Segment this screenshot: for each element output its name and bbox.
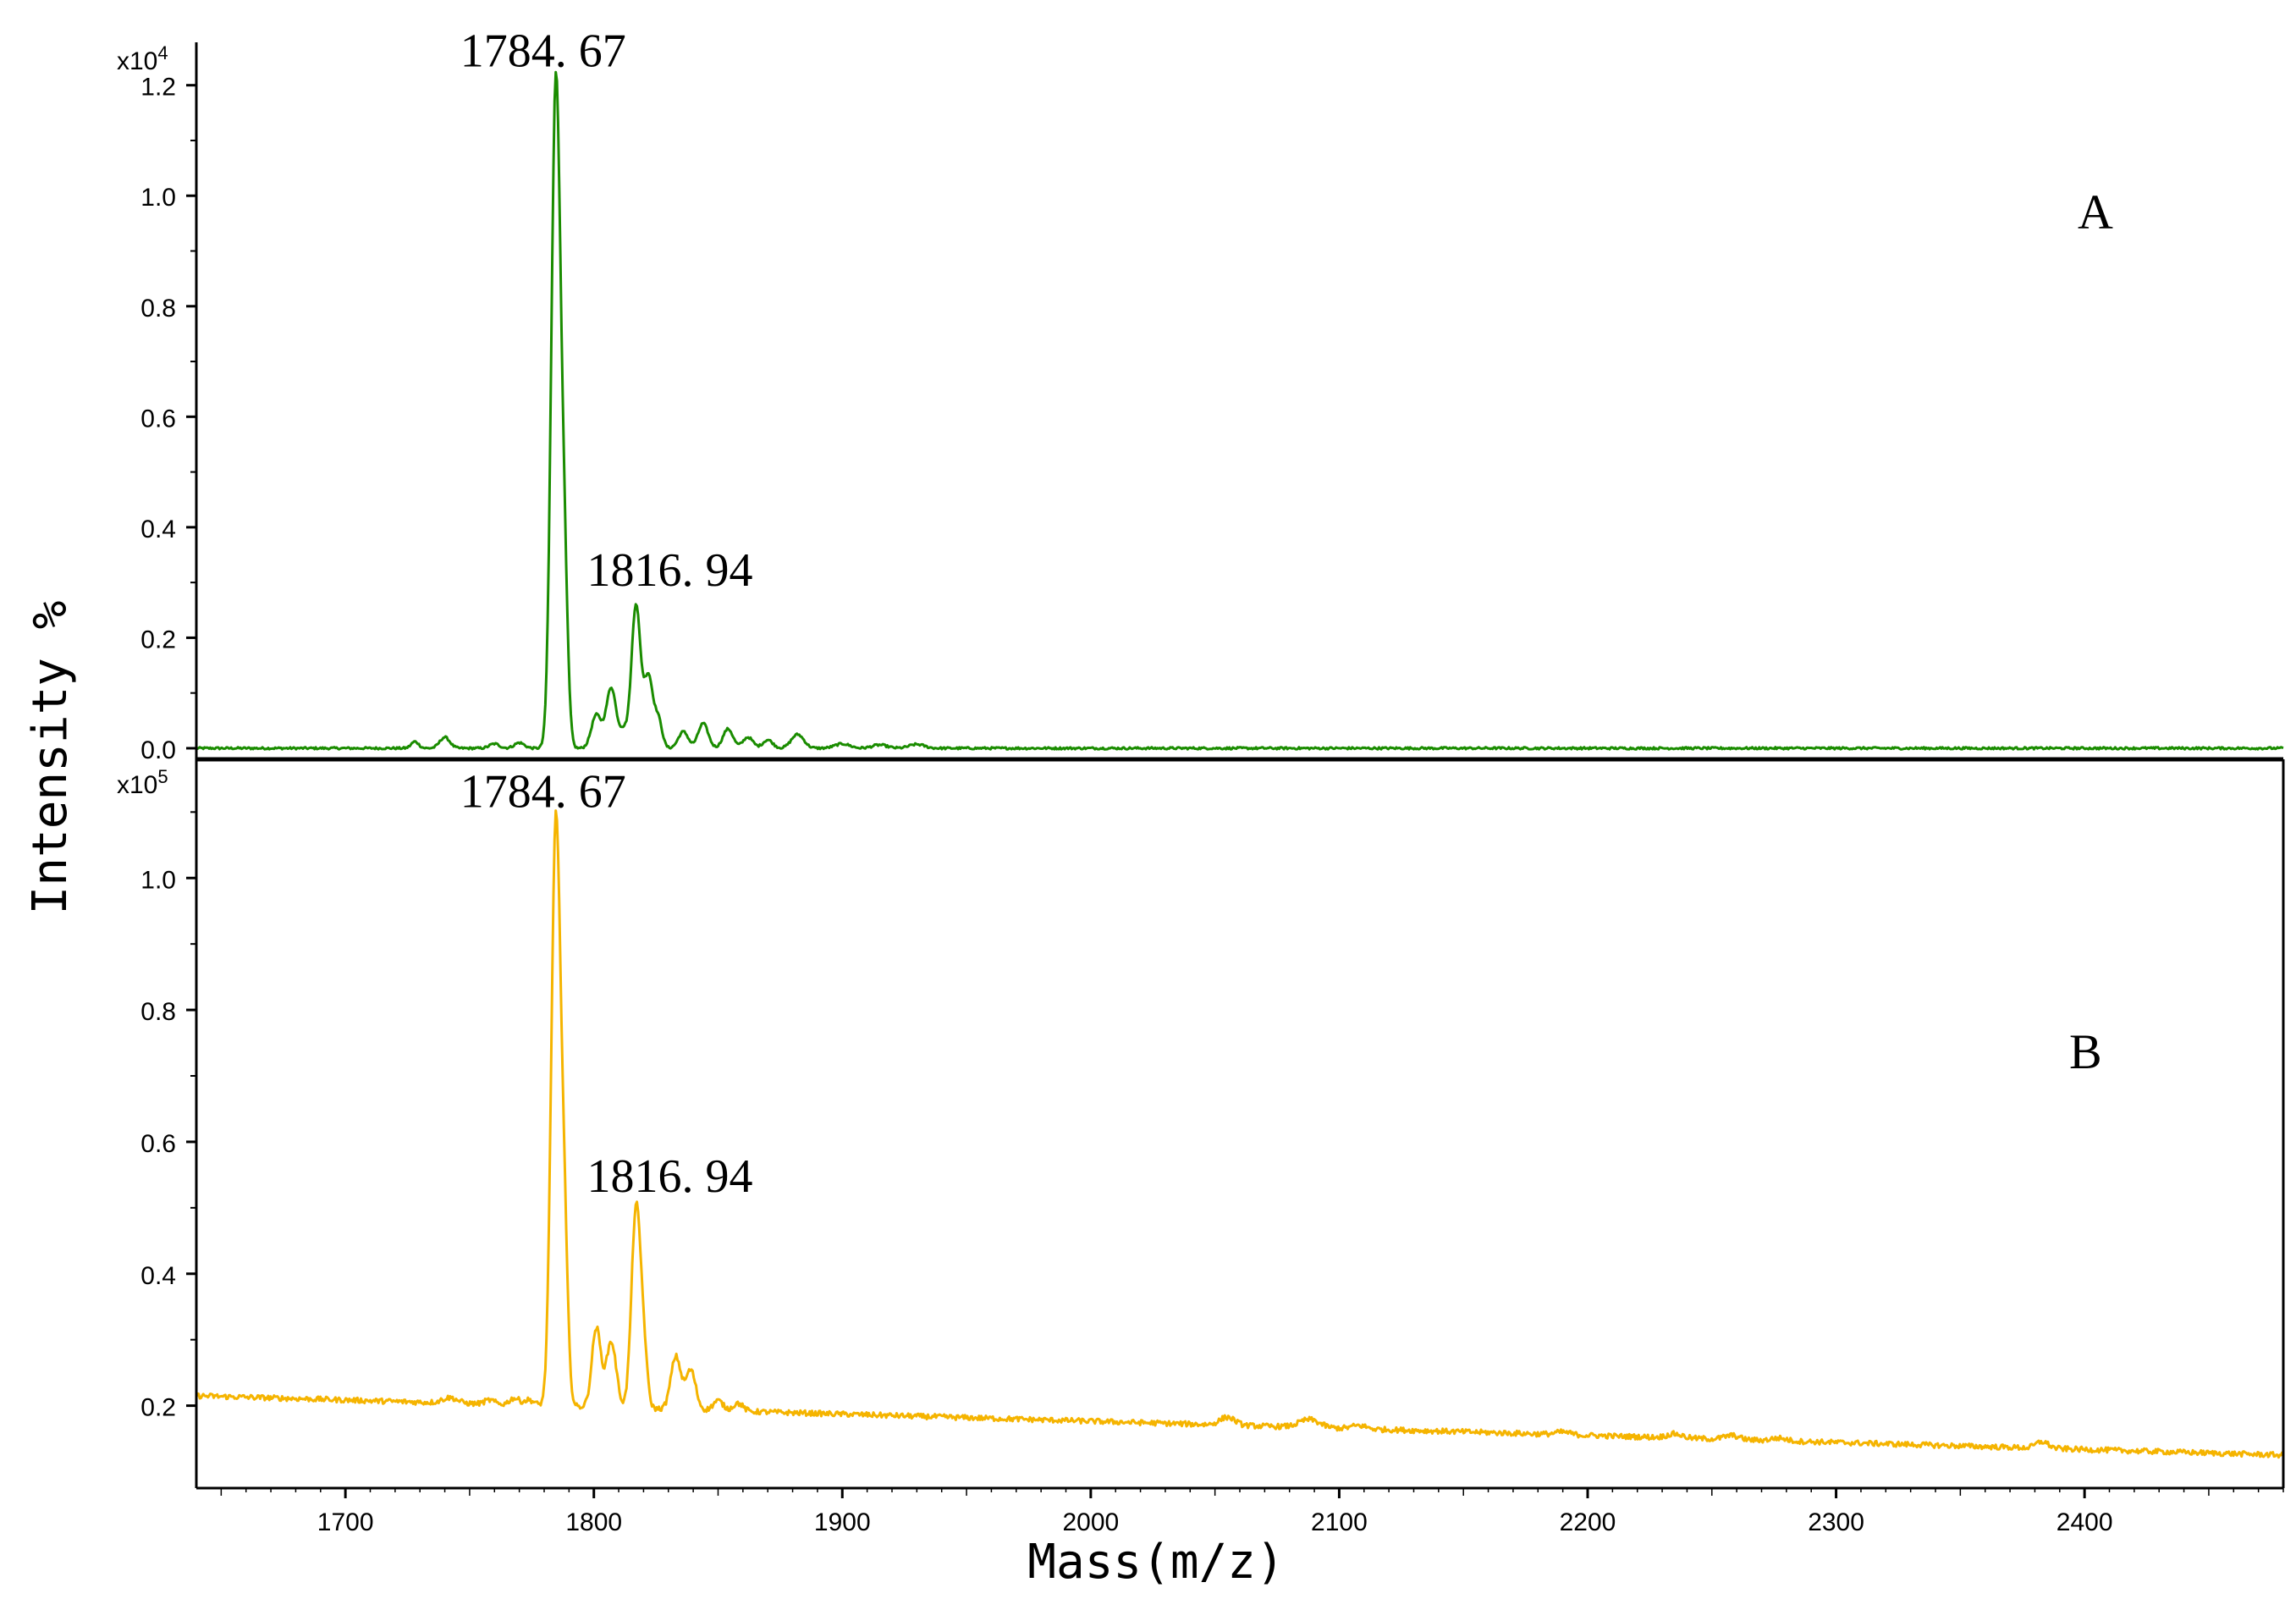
y-tick-label: 0.8 [140, 295, 176, 323]
x-tick-label: 2000 [1062, 1508, 1119, 1536]
x-tick-label: 1800 [565, 1508, 622, 1536]
x-tick-label: 1700 [317, 1508, 374, 1536]
peak-annotation: 1816. 94 [586, 544, 752, 597]
y-multiplier: x105 [117, 766, 168, 799]
y-tick-label: 0.6 [140, 405, 176, 433]
y-multiplier-base: x10 [117, 47, 157, 75]
peak-annotation: 1816. 94 [586, 1150, 752, 1203]
y-tick-label: 0.2 [140, 1394, 176, 1422]
x-tick-label: 2200 [1560, 1508, 1616, 1536]
y-tick-label: 0.4 [140, 516, 176, 543]
y-tick-label: 0.4 [140, 1262, 176, 1290]
y-tick-label: 1.0 [140, 184, 176, 212]
peak-annotation: 1784. 67 [460, 765, 626, 818]
x-axis: 1700 1800 1900 2000 2100 2200 2300 2400 [196, 1486, 2284, 1536]
panel-label: A [2078, 185, 2113, 240]
y-axis-label: Intensity % [23, 601, 78, 915]
chart-frame [195, 42, 2285, 1488]
y-tick-label: 0.0 [140, 736, 176, 764]
y-multiplier: x104 [117, 42, 168, 75]
panel-b: 0.2 0.4 0.6 0.8 1.0 x105 1784. 67 1816. 94 B [117, 765, 2285, 1459]
y-tick-label: 0.8 [140, 998, 176, 1026]
peak-annotation: 1784. 67 [460, 25, 626, 78]
panel-label: B [2069, 1024, 2102, 1079]
y-multiplier-base: x10 [117, 771, 157, 799]
y-tick-label: 1.2 [140, 74, 176, 102]
y-multiplier-exponent: 4 [157, 42, 168, 63]
y-tick-label: 1.0 [140, 866, 176, 894]
x-tick-label: 2400 [2056, 1508, 2113, 1536]
spectrum-line-a [195, 70, 2284, 751]
y-tick-label: 0.2 [140, 626, 176, 653]
y-tick-label: 0.6 [140, 1130, 176, 1158]
x-tick-label: 2100 [1311, 1508, 1368, 1536]
x-tick-label: 2300 [1808, 1508, 1864, 1536]
x-axis-label: Mass(m/z) [1027, 1535, 1284, 1590]
x-tick-label: 1900 [814, 1508, 871, 1536]
y-multiplier-exponent: 5 [157, 766, 168, 787]
spectrum-line-b [195, 809, 2285, 1459]
